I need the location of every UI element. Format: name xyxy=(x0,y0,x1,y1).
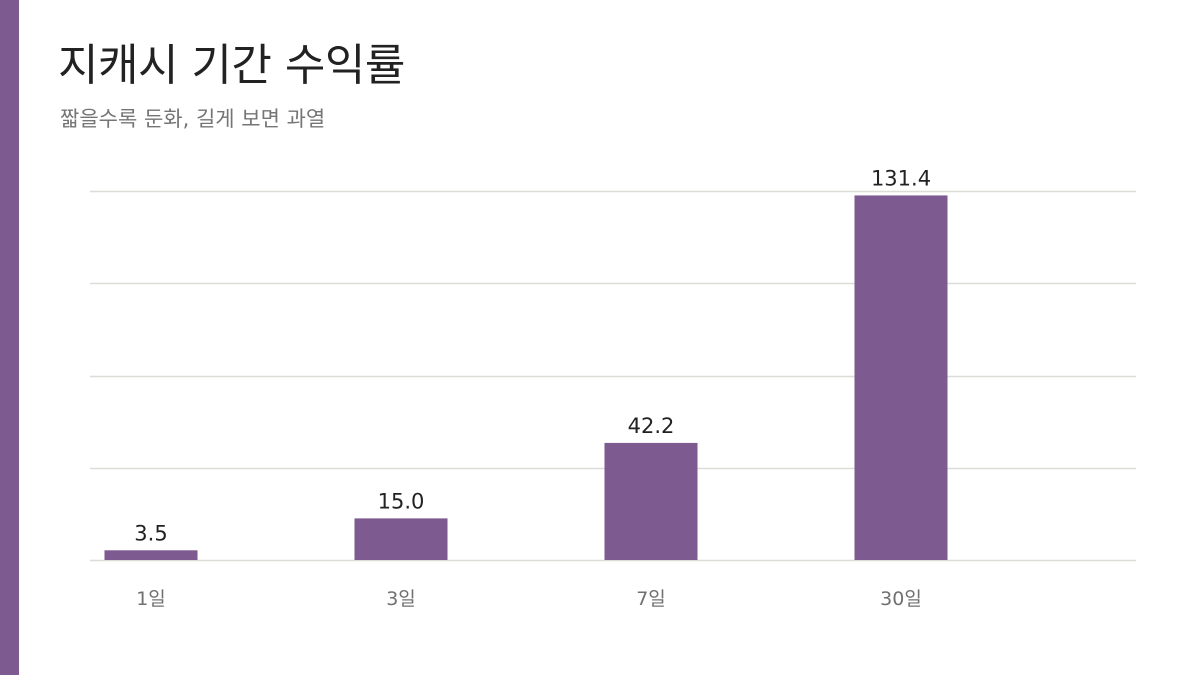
accent-bar xyxy=(0,0,19,675)
x-tick-label-2: 3일 xyxy=(386,588,416,610)
x-tick-label-4: 30일 xyxy=(880,588,922,610)
chart-title: 지캐시 기간 수익률 xyxy=(58,40,405,91)
value-label-3: 42.2 xyxy=(628,414,675,438)
value-label-4: 131.4 xyxy=(871,166,931,190)
bar-4 xyxy=(854,195,948,561)
value-label-1: 3.5 xyxy=(134,521,167,545)
bar-3 xyxy=(604,442,698,560)
bars xyxy=(104,195,948,561)
value-labels: 3.5 15.0 42.2 131.4 xyxy=(134,166,931,545)
bar-2 xyxy=(354,518,448,560)
x-tick-label-3: 7일 xyxy=(636,588,666,610)
x-axis-ticks: 1일 3일 7일 30일 xyxy=(136,588,922,610)
x-tick-label-1: 1일 xyxy=(136,588,166,610)
bar-1 xyxy=(104,550,198,560)
chart-subtitle: 짧을수록 둔화, 길게 보면 과열 xyxy=(60,107,326,131)
value-label-2: 15.0 xyxy=(378,489,425,513)
